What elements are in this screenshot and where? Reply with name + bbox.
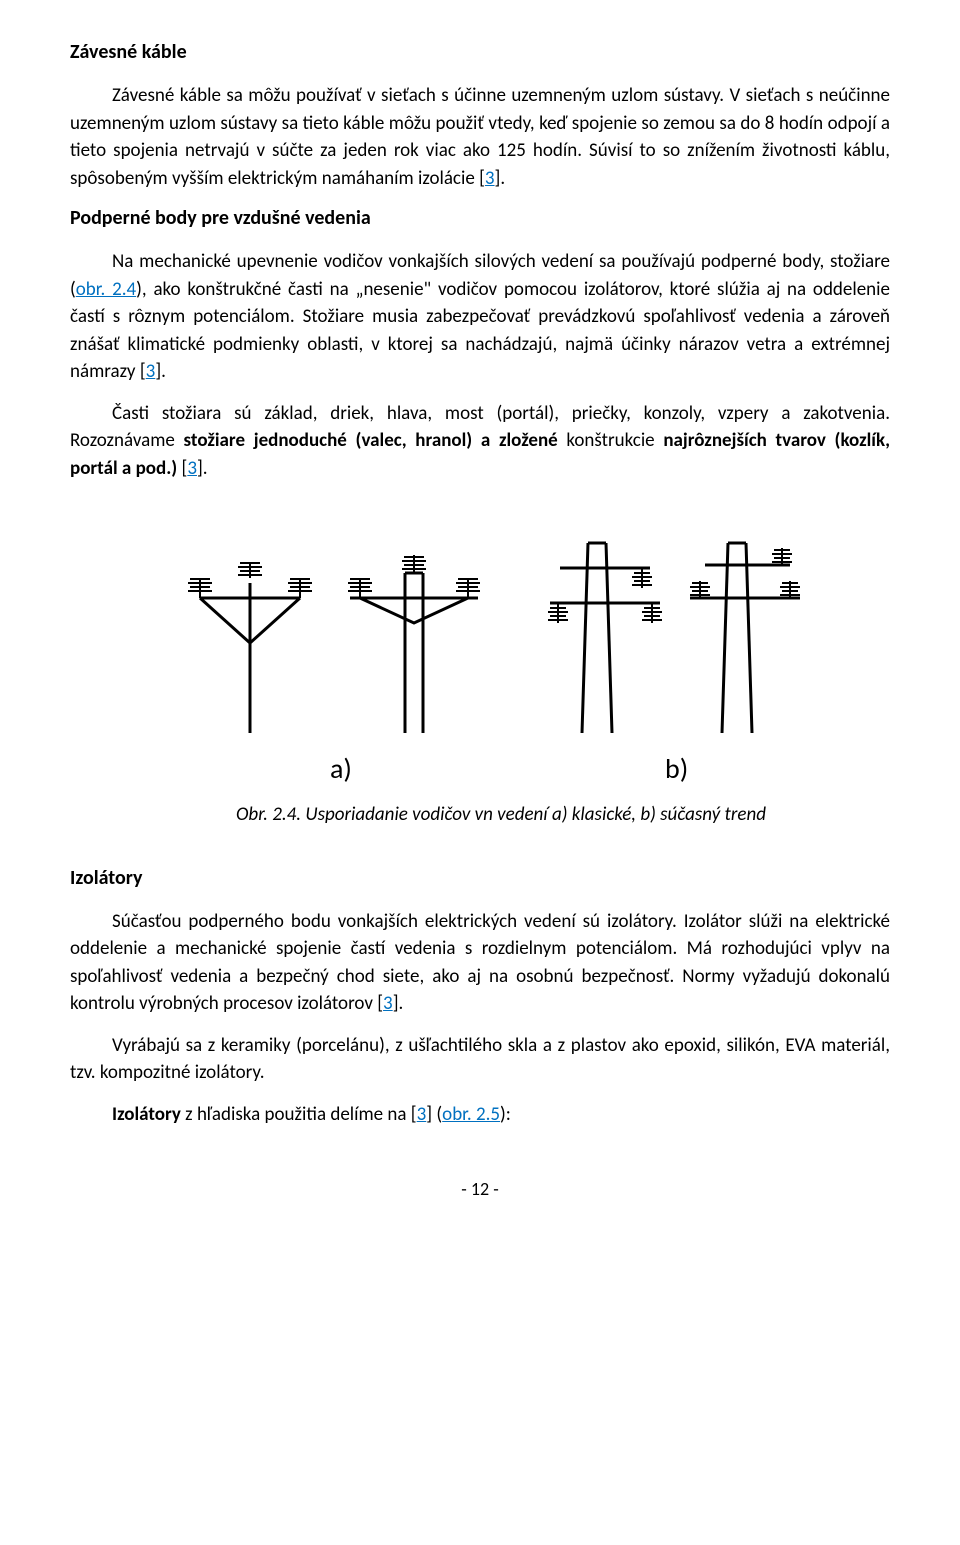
paragraph-1: Závesné káble sa môžu používať v sieťach… — [70, 82, 890, 192]
ref-link-3e[interactable]: 3 — [417, 1103, 427, 1126]
paragraph-4: Súčasťou podperného bodu vonkajších elek… — [70, 908, 890, 1018]
para6-text-b: z hľadiska použitia delíme na [ — [181, 1103, 417, 1126]
para1-text-a: Závesné káble sa môžu používať v sieťach… — [70, 84, 890, 190]
para6-text-d: ): — [500, 1103, 511, 1126]
paragraph-5: Vyrábajú sa z keramiky (porcelánu), z uš… — [70, 1032, 890, 1087]
figure-2-4: a) b) — [70, 513, 890, 793]
paragraph-3: Časti stožiara sú základ, driek, hlava, … — [70, 400, 890, 483]
figure-caption-2-4: Obr. 2.4. Usporiadanie vodičov vn vedení… — [70, 803, 890, 826]
ref-link-3a[interactable]: 3 — [485, 167, 495, 190]
para6-text-c: ] ( — [426, 1103, 442, 1126]
tower-b1 — [548, 543, 662, 733]
document-page: Závesné káble Závesné káble sa môžu použ… — [0, 0, 960, 1230]
heading-izolatory: Izolátory — [70, 866, 890, 890]
ref-link-3c[interactable]: 3 — [187, 457, 197, 480]
paragraph-6: Izolátory z hľadiska použitia delíme na … — [70, 1101, 890, 1129]
para6-bold: Izolátory — [112, 1103, 181, 1126]
tower-a1 — [188, 563, 312, 733]
para3-text-c: konštrukcie — [558, 429, 664, 452]
figure-ref-2-5[interactable]: obr. 2.5 — [442, 1103, 500, 1126]
page-number: - 12 - — [70, 1178, 890, 1200]
para3-bold-1: stožiare jednoduché (valec, hranol) a zl… — [184, 429, 558, 452]
heading-podperne-body: Podperné body pre vzdušné vedenia — [70, 206, 890, 230]
para3-text-f: ]. — [197, 457, 208, 480]
para1-text-b: ]. — [495, 167, 506, 190]
figure-label-a: a) — [330, 751, 352, 786]
heading-zavesne-kable: Závesné káble — [70, 40, 890, 64]
para4-text-a: Súčasťou podperného bodu vonkajších elek… — [70, 910, 890, 1016]
para4-text-b: ]. — [393, 992, 404, 1015]
para2-text-c: ]. — [155, 360, 166, 383]
tower-b2 — [690, 543, 800, 733]
figure-label-b: b) — [665, 751, 688, 786]
para2-text-b: ), ako konštrukčné časti na „nesenie" vo… — [70, 278, 890, 384]
para3-text-e: [ — [177, 457, 187, 480]
paragraph-2: Na mechanické upevnenie vodičov vonkajší… — [70, 248, 890, 386]
ref-link-3d[interactable]: 3 — [383, 992, 393, 1015]
tower-a2 — [348, 555, 480, 733]
ref-link-3b[interactable]: 3 — [146, 360, 156, 383]
tower-diagram-svg: a) b) — [160, 513, 800, 793]
figure-ref-2-4[interactable]: obr. 2.4 — [76, 278, 136, 301]
